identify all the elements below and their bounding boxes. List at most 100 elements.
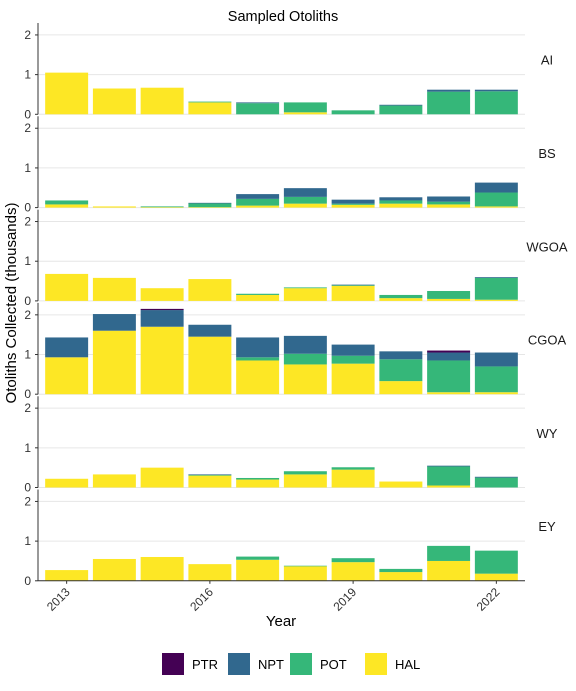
bar-ey-2022-pot bbox=[474, 550, 518, 574]
bar-wgoa-2019-npt bbox=[331, 284, 375, 286]
legend-item-pot: POT bbox=[290, 653, 347, 675]
y-tick-label: 0 bbox=[24, 387, 31, 401]
bar-ai-2022-pot bbox=[474, 91, 518, 115]
bar-bs-2015-hal bbox=[140, 207, 184, 208]
y-tick-label: 2 bbox=[24, 401, 31, 415]
bar-cgoa-2015-ptr bbox=[140, 308, 184, 311]
bar-bs-2019-npt bbox=[331, 199, 375, 204]
x-tick-label: 2013 bbox=[44, 585, 73, 614]
bar-ey-2020-hal bbox=[379, 572, 423, 581]
bar-bs-2022-pot bbox=[474, 192, 518, 207]
bar-wgoa-2017-hal bbox=[236, 294, 280, 301]
facet-ai: 0 1 2 AI bbox=[24, 23, 553, 121]
bar-bs-2020-hal bbox=[379, 203, 423, 208]
y-tick-label: 2 bbox=[24, 308, 31, 322]
bar-ai-2020-npt bbox=[379, 104, 423, 106]
bar-ai-2021-npt bbox=[427, 89, 471, 92]
bar-ey-2019-pot bbox=[331, 558, 375, 563]
legend-swatch bbox=[228, 653, 250, 675]
bar-cgoa-2021-pot bbox=[427, 360, 471, 393]
bar-cgoa-2018-npt bbox=[283, 335, 327, 354]
bar-wgoa-2016-hal bbox=[188, 279, 232, 301]
bar-wgoa-2022-hal bbox=[474, 299, 518, 301]
bar-wy-2020-hal bbox=[379, 481, 423, 488]
bar-ey-2021-pot bbox=[427, 545, 471, 561]
bar-cgoa-2019-pot bbox=[331, 355, 375, 364]
facet-label: CGOA bbox=[528, 333, 567, 348]
legend-label: NPT bbox=[258, 657, 284, 672]
bar-cgoa-2014-hal bbox=[92, 330, 136, 395]
bar-cgoa-2019-npt bbox=[331, 344, 375, 356]
bar-ai-2013-hal bbox=[45, 72, 89, 115]
y-tick-label: 2 bbox=[24, 28, 31, 42]
bar-wgoa-2021-hal bbox=[427, 298, 471, 301]
bar-wgoa-2019-hal bbox=[331, 285, 375, 301]
facet-label: AI bbox=[541, 53, 553, 68]
bar-bs-2017-hal bbox=[236, 205, 280, 208]
bar-bs-2020-npt bbox=[379, 197, 423, 201]
bar-ai-2017-npt bbox=[236, 102, 280, 104]
facet-wy: 0 1 2 WY bbox=[24, 396, 558, 495]
bar-bs-2022-hal bbox=[474, 206, 518, 208]
bar-wy-2014-hal bbox=[92, 474, 136, 488]
bar-ey-2016-hal bbox=[188, 564, 232, 581]
bar-ai-2022-npt bbox=[474, 89, 518, 92]
bar-bs-2016-pot bbox=[188, 203, 232, 208]
y-tick-label: 1 bbox=[24, 534, 31, 548]
bar-cgoa-2014-npt bbox=[92, 314, 136, 331]
bar-cgoa-2013-npt bbox=[45, 337, 89, 358]
bar-ey-2018-pot bbox=[283, 565, 327, 567]
facet-label: EY bbox=[538, 519, 556, 534]
bar-cgoa-2013-hal bbox=[45, 357, 89, 395]
bar-ai-2017-pot bbox=[236, 103, 280, 115]
bar-cgoa-2020-pot bbox=[379, 359, 423, 382]
facet-cgoa: 0 1 2 CGOA bbox=[24, 302, 567, 401]
bar-cgoa-2022-pot bbox=[474, 366, 518, 393]
bar-wy-2022-npt bbox=[474, 476, 518, 478]
y-tick-label: 0 bbox=[24, 481, 31, 495]
bar-ey-2019-hal bbox=[331, 562, 375, 581]
bar-bs-2013-hal bbox=[45, 204, 89, 208]
bar-cgoa-2016-hal bbox=[188, 336, 232, 395]
y-tick-label: 1 bbox=[24, 441, 31, 455]
bar-wy-2016-npt bbox=[188, 474, 232, 476]
y-tick-label: 1 bbox=[24, 254, 31, 268]
y-tick-label: 2 bbox=[24, 121, 31, 135]
bar-bs-2015-pot bbox=[140, 206, 184, 208]
bar-wgoa-2022-npt bbox=[474, 277, 518, 278]
bar-cgoa-2018-pot bbox=[283, 353, 327, 365]
bar-ey-2021-hal bbox=[427, 560, 471, 581]
bar-cgoa-2015-npt bbox=[140, 310, 184, 327]
facet-bs: 0 1 2 BS bbox=[24, 116, 556, 215]
legend-item-hal: HAL bbox=[365, 653, 420, 675]
bar-ai-2018-hal bbox=[283, 112, 327, 115]
y-tick-label: 0 bbox=[24, 294, 31, 308]
bar-bs-2014-hal bbox=[92, 206, 136, 208]
bar-cgoa-2020-npt bbox=[379, 351, 423, 360]
bar-cgoa-2015-hal bbox=[140, 326, 184, 395]
legend-item-ptr: PTR bbox=[162, 653, 218, 675]
legend-label: POT bbox=[320, 657, 347, 672]
bar-bs-2021-hal bbox=[427, 204, 471, 208]
legend-swatch bbox=[162, 653, 184, 675]
bar-cgoa-2017-npt bbox=[236, 337, 280, 358]
facet-wgoa: 0 1 2 WGOA bbox=[24, 209, 568, 308]
bar-cgoa-2018-hal bbox=[283, 364, 327, 395]
bar-wgoa-2014-hal bbox=[92, 277, 136, 301]
bar-cgoa-2021-npt bbox=[427, 352, 471, 361]
y-tick-label: 0 bbox=[24, 107, 31, 121]
y-tick-label: 0 bbox=[24, 574, 31, 588]
bar-wy-2019-pot bbox=[331, 467, 375, 470]
bar-cgoa-2017-pot bbox=[236, 357, 280, 361]
bar-ey-2015-hal bbox=[140, 556, 184, 581]
facet-label: WGOA bbox=[526, 239, 567, 254]
bar-wy-2021-hal bbox=[427, 485, 471, 488]
facet-label: WY bbox=[537, 426, 558, 441]
bar-wgoa-2019-pot bbox=[331, 285, 375, 286]
legend-label: HAL bbox=[395, 657, 420, 672]
y-tick-label: 2 bbox=[24, 215, 31, 229]
y-tick-label: 2 bbox=[24, 494, 31, 508]
bar-cgoa-2019-hal bbox=[331, 363, 375, 395]
bar-wy-2022-pot bbox=[474, 477, 518, 488]
